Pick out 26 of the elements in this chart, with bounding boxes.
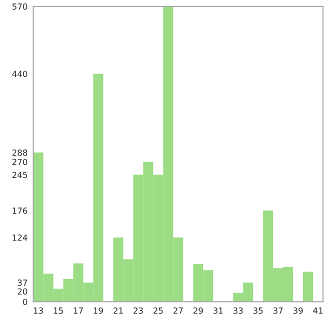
y-tick-label: 570 [12,3,28,10]
y-tick-label: 440 [12,70,28,78]
bar [303,272,314,302]
x-tick-label: 27 [173,307,183,314]
y-tick-label: 176 [12,208,28,214]
y-tick-label: 288 [12,150,28,156]
x-tick-label: 39 [293,307,303,314]
y-tick-label: 270 [12,158,28,166]
x-tick-label: 25 [153,307,163,314]
y-tick-label: 124 [12,234,28,241]
x-tick-label: 23 [134,307,143,314]
y-tick-label: 37 [18,280,28,286]
x-tick-label: 31 [213,307,223,314]
x-tick-label: 19 [94,307,103,314]
x-tick-label: 33 [233,307,243,314]
y-tick-label: 245 [12,172,28,178]
x-tick-label: 17 [74,308,83,314]
x-tick-label: 21 [114,307,123,314]
x-tick-label: 13 [34,307,43,314]
x-tick-label: 15 [54,308,63,314]
x-tick-label: 37 [273,307,283,314]
x-tick-label: 41 [313,308,323,314]
y-tick-label: 0 [22,298,28,306]
x-tick-label: 35 [253,307,263,314]
y-tick-label: 20 [18,288,28,295]
x-tick-label: 29 [193,307,203,314]
